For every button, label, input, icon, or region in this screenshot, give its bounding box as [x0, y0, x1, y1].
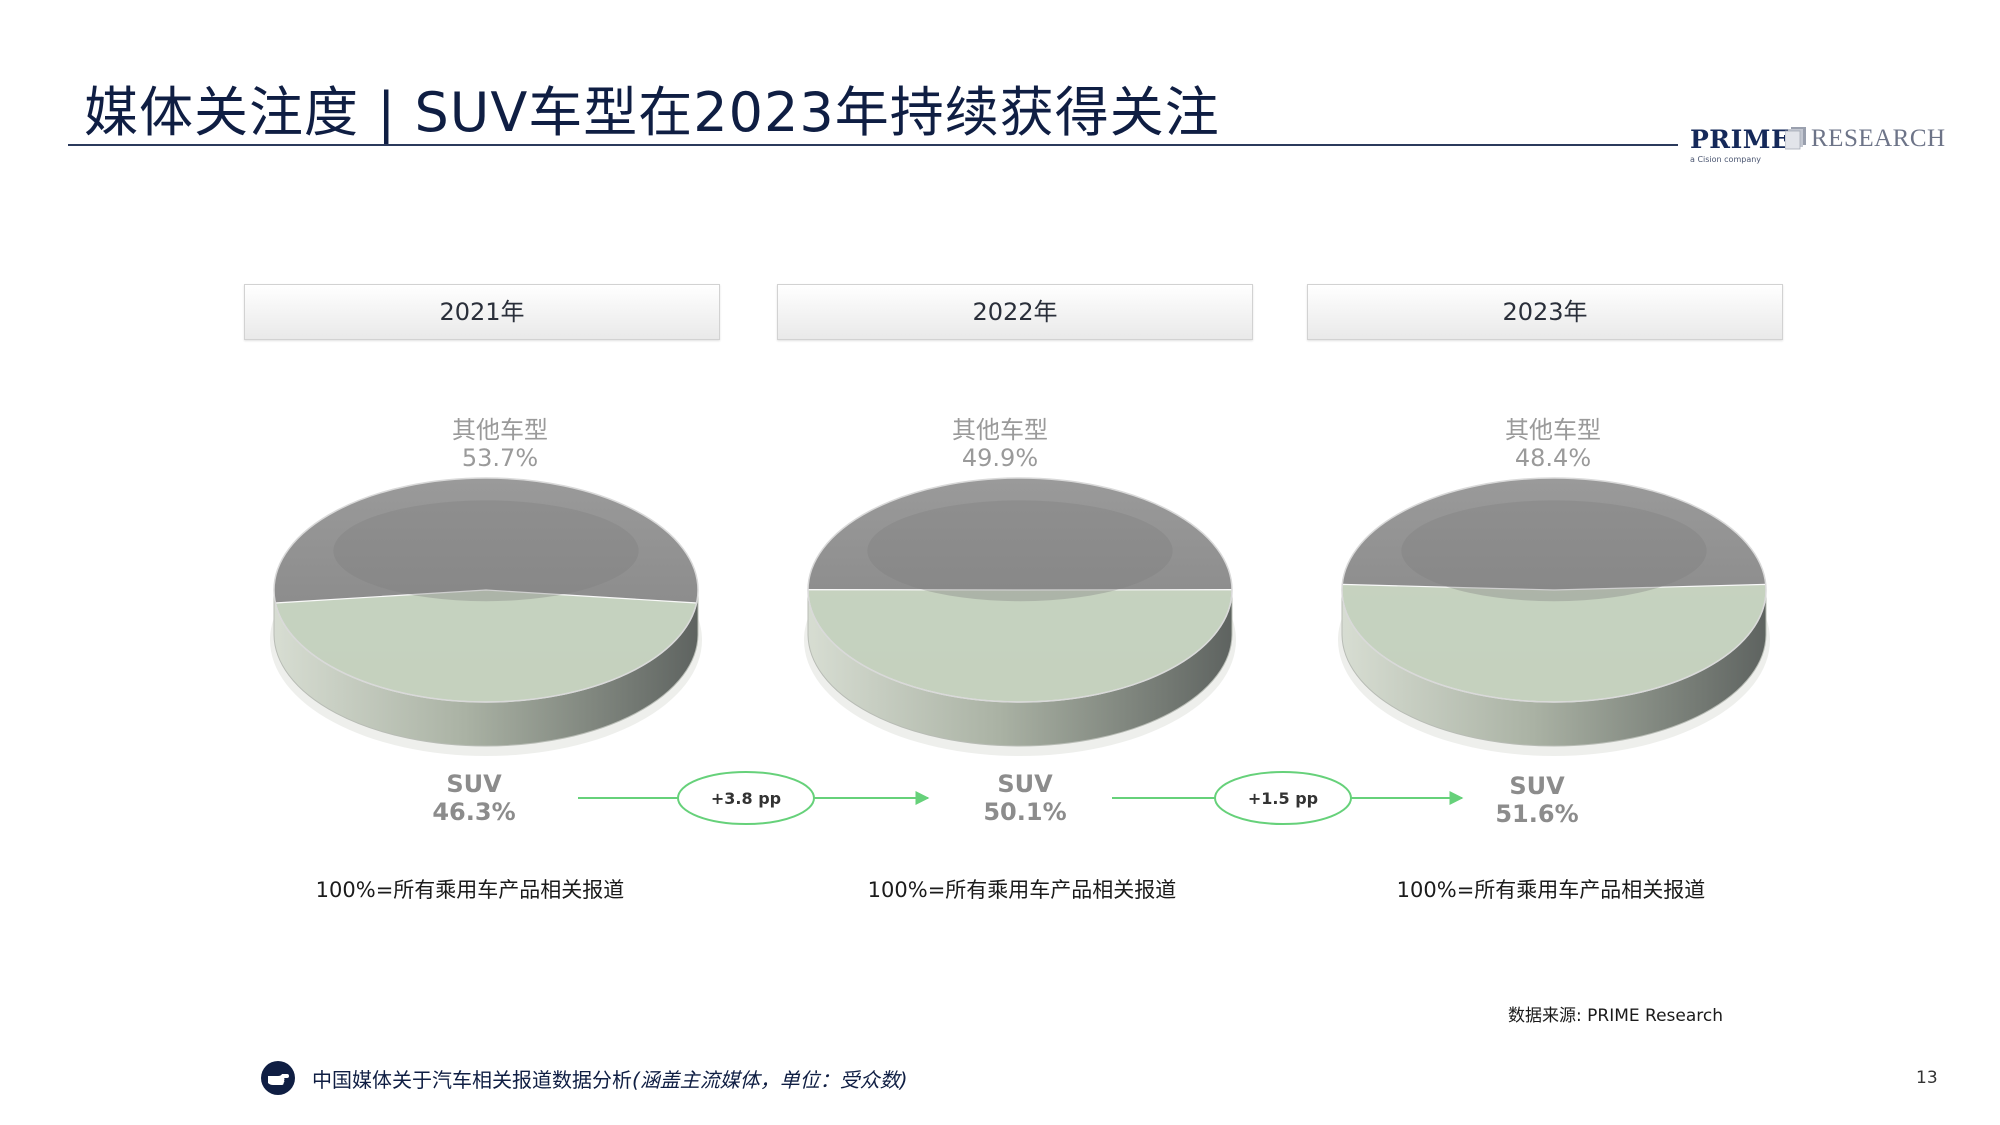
footer-main-text: 中国媒体关于汽车相关报道数据分析	[312, 1068, 632, 1092]
logo-prime-text: PRIME	[1690, 125, 1791, 154]
page-title: 媒体关注度 | SUV车型在2023年持续获得关注	[84, 81, 1220, 144]
suv-name: SUV	[1509, 772, 1565, 800]
other-label-2021: 其他车型 53.7%	[370, 416, 630, 472]
title-divider	[68, 144, 1678, 146]
pointing-hand-icon	[261, 1061, 295, 1095]
other-name: 其他车型	[952, 416, 1048, 444]
other-percent: 53.7%	[461, 443, 539, 472]
footer-caption: 中国媒体关于汽车相关报道数据分析(涵盖主流媒体，单位：受众数)	[312, 1064, 908, 1093]
suv-percent: 46.3%	[432, 797, 516, 826]
logo-tagline: a Cision company	[1690, 155, 1762, 164]
pie-rim	[273, 477, 699, 703]
logo-mark-icon	[1785, 127, 1806, 150]
logo-research-text: RESEARCH	[1811, 125, 1946, 152]
other-label-2023: 其他车型 48.4%	[1423, 416, 1683, 472]
change-badge	[1214, 771, 1352, 825]
base-note-2023: 100%=所有乘用车产品相关报道	[1396, 878, 1706, 902]
suv-label-2022: SUV 50.1%	[895, 770, 1155, 826]
data-source: 数据来源: PRIME Research	[1508, 1006, 1723, 1026]
other-name: 其他车型	[452, 416, 548, 444]
suv-label-2023: SUV 51.6%	[1407, 772, 1667, 828]
pie-rim	[1341, 477, 1767, 703]
suv-percent: 50.1%	[983, 797, 1067, 826]
base-note-2022: 100%=所有乘用车产品相关报道	[867, 878, 1177, 902]
other-label-2022: 其他车型 49.9%	[870, 416, 1130, 472]
prime-research-logo: PRIME RESEARCH a Cision company	[1690, 122, 1960, 172]
year-header-2021: 2021年	[244, 284, 720, 340]
base-note-2021: 100%=所有乘用车产品相关报道	[315, 878, 625, 902]
year-header-2022: 2022年	[777, 284, 1253, 340]
change-label: +1.5 pp	[1248, 789, 1318, 808]
suv-label-2021: SUV 46.3%	[344, 770, 604, 826]
pie-other-inner-shade	[1401, 500, 1707, 602]
suv-percent: 51.6%	[1495, 799, 1579, 828]
suv-name: SUV	[997, 770, 1053, 798]
suv-name: SUV	[446, 770, 502, 798]
other-percent: 48.4%	[1514, 443, 1592, 472]
page-number: 13	[1916, 1068, 1938, 1088]
pie-other-inner-shade	[333, 500, 639, 602]
pie-rim	[807, 477, 1233, 703]
other-name: 其他车型	[1505, 416, 1601, 444]
year-header-2023: 2023年	[1307, 284, 1783, 340]
other-percent: 49.9%	[961, 443, 1039, 472]
footer-italic-text: (涵盖主流媒体，单位：受众数)	[632, 1068, 908, 1092]
change-badge	[677, 771, 815, 825]
change-label: +3.8 pp	[711, 789, 781, 808]
pie-other-inner-shade	[867, 500, 1173, 602]
